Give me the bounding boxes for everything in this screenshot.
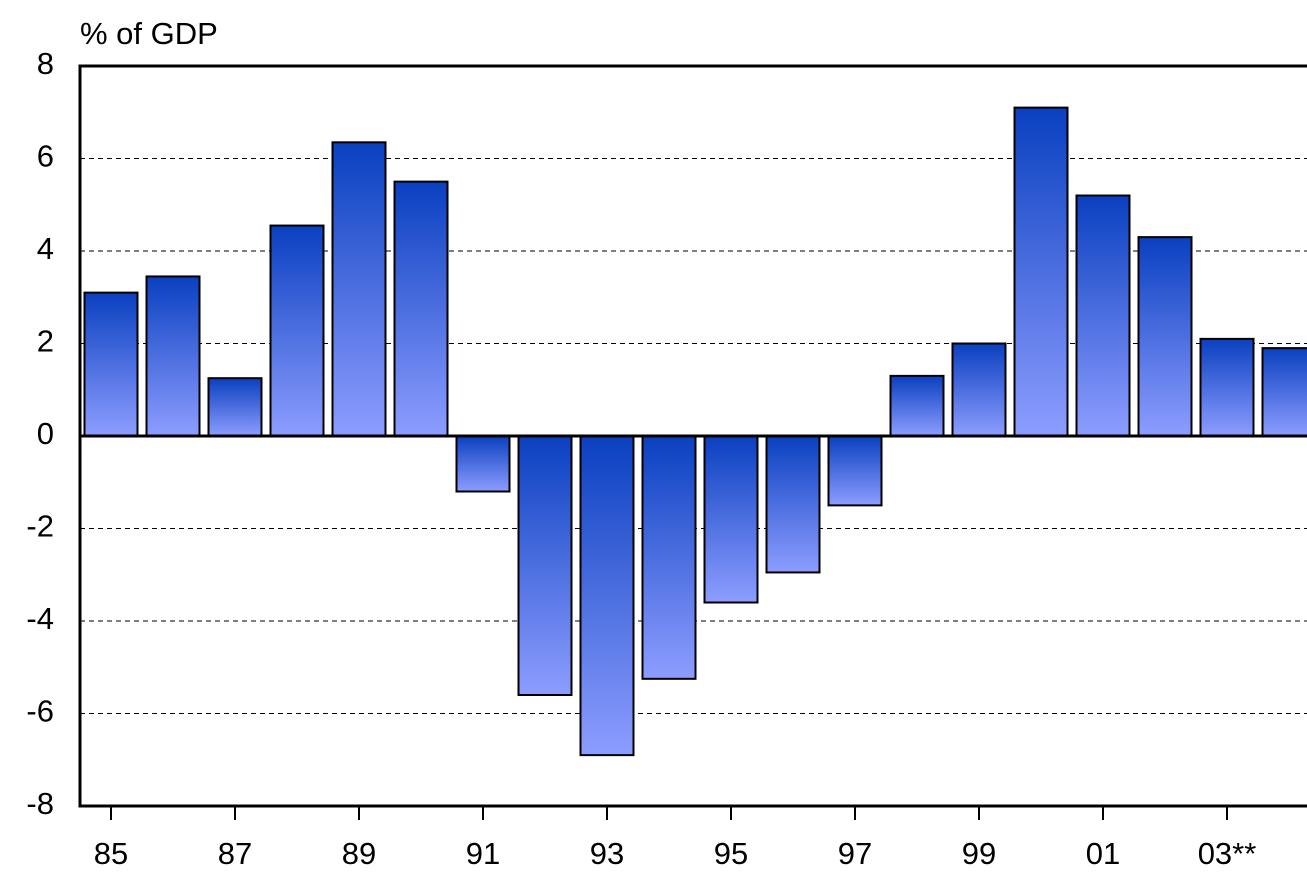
x-tick-label: 87: [218, 836, 252, 871]
y-tick-label: -4: [26, 601, 54, 636]
bar: [83, 291, 139, 437]
x-tick-label: 01: [1086, 836, 1120, 871]
bar: [1137, 236, 1193, 437]
x-tick-label: 99: [962, 836, 996, 871]
bar: [269, 224, 325, 437]
bar: [393, 180, 449, 437]
y-tick-label: -2: [26, 509, 54, 544]
bar: [951, 342, 1007, 437]
bar: [1261, 347, 1307, 437]
y-tick-label: -6: [26, 694, 54, 729]
x-tick-label: 85: [94, 836, 128, 871]
x-tick-label: 93: [590, 836, 624, 871]
bar: [517, 435, 573, 696]
x-tick-label: 89: [342, 836, 376, 871]
bar: [827, 435, 883, 507]
bar: [703, 435, 759, 604]
bar: [145, 275, 201, 437]
bar: [207, 377, 263, 437]
bar: [641, 435, 697, 680]
y-tick-label: 0: [37, 416, 54, 451]
bar: [889, 374, 945, 437]
bar: [1013, 106, 1069, 437]
y-tick-label: 8: [37, 46, 54, 81]
x-tick-label: 03**: [1198, 836, 1257, 871]
bar: [1199, 337, 1255, 437]
x-tick-label: 97: [838, 836, 872, 871]
plot-frame: [78, 64, 1307, 808]
y-axis-label: % of GDP: [80, 16, 218, 51]
bar: [331, 141, 387, 437]
y-tick-label: 6: [37, 139, 54, 174]
bar: [579, 435, 635, 757]
y-tick-label: 4: [37, 231, 54, 266]
bar: [455, 435, 511, 493]
x-tick-label: 91: [466, 836, 500, 871]
y-tick-label: -8: [26, 786, 54, 821]
x-tick-label: 95: [714, 836, 748, 871]
y-tick-label: 2: [37, 324, 54, 359]
bar: [1075, 194, 1131, 437]
bar: [765, 435, 821, 574]
